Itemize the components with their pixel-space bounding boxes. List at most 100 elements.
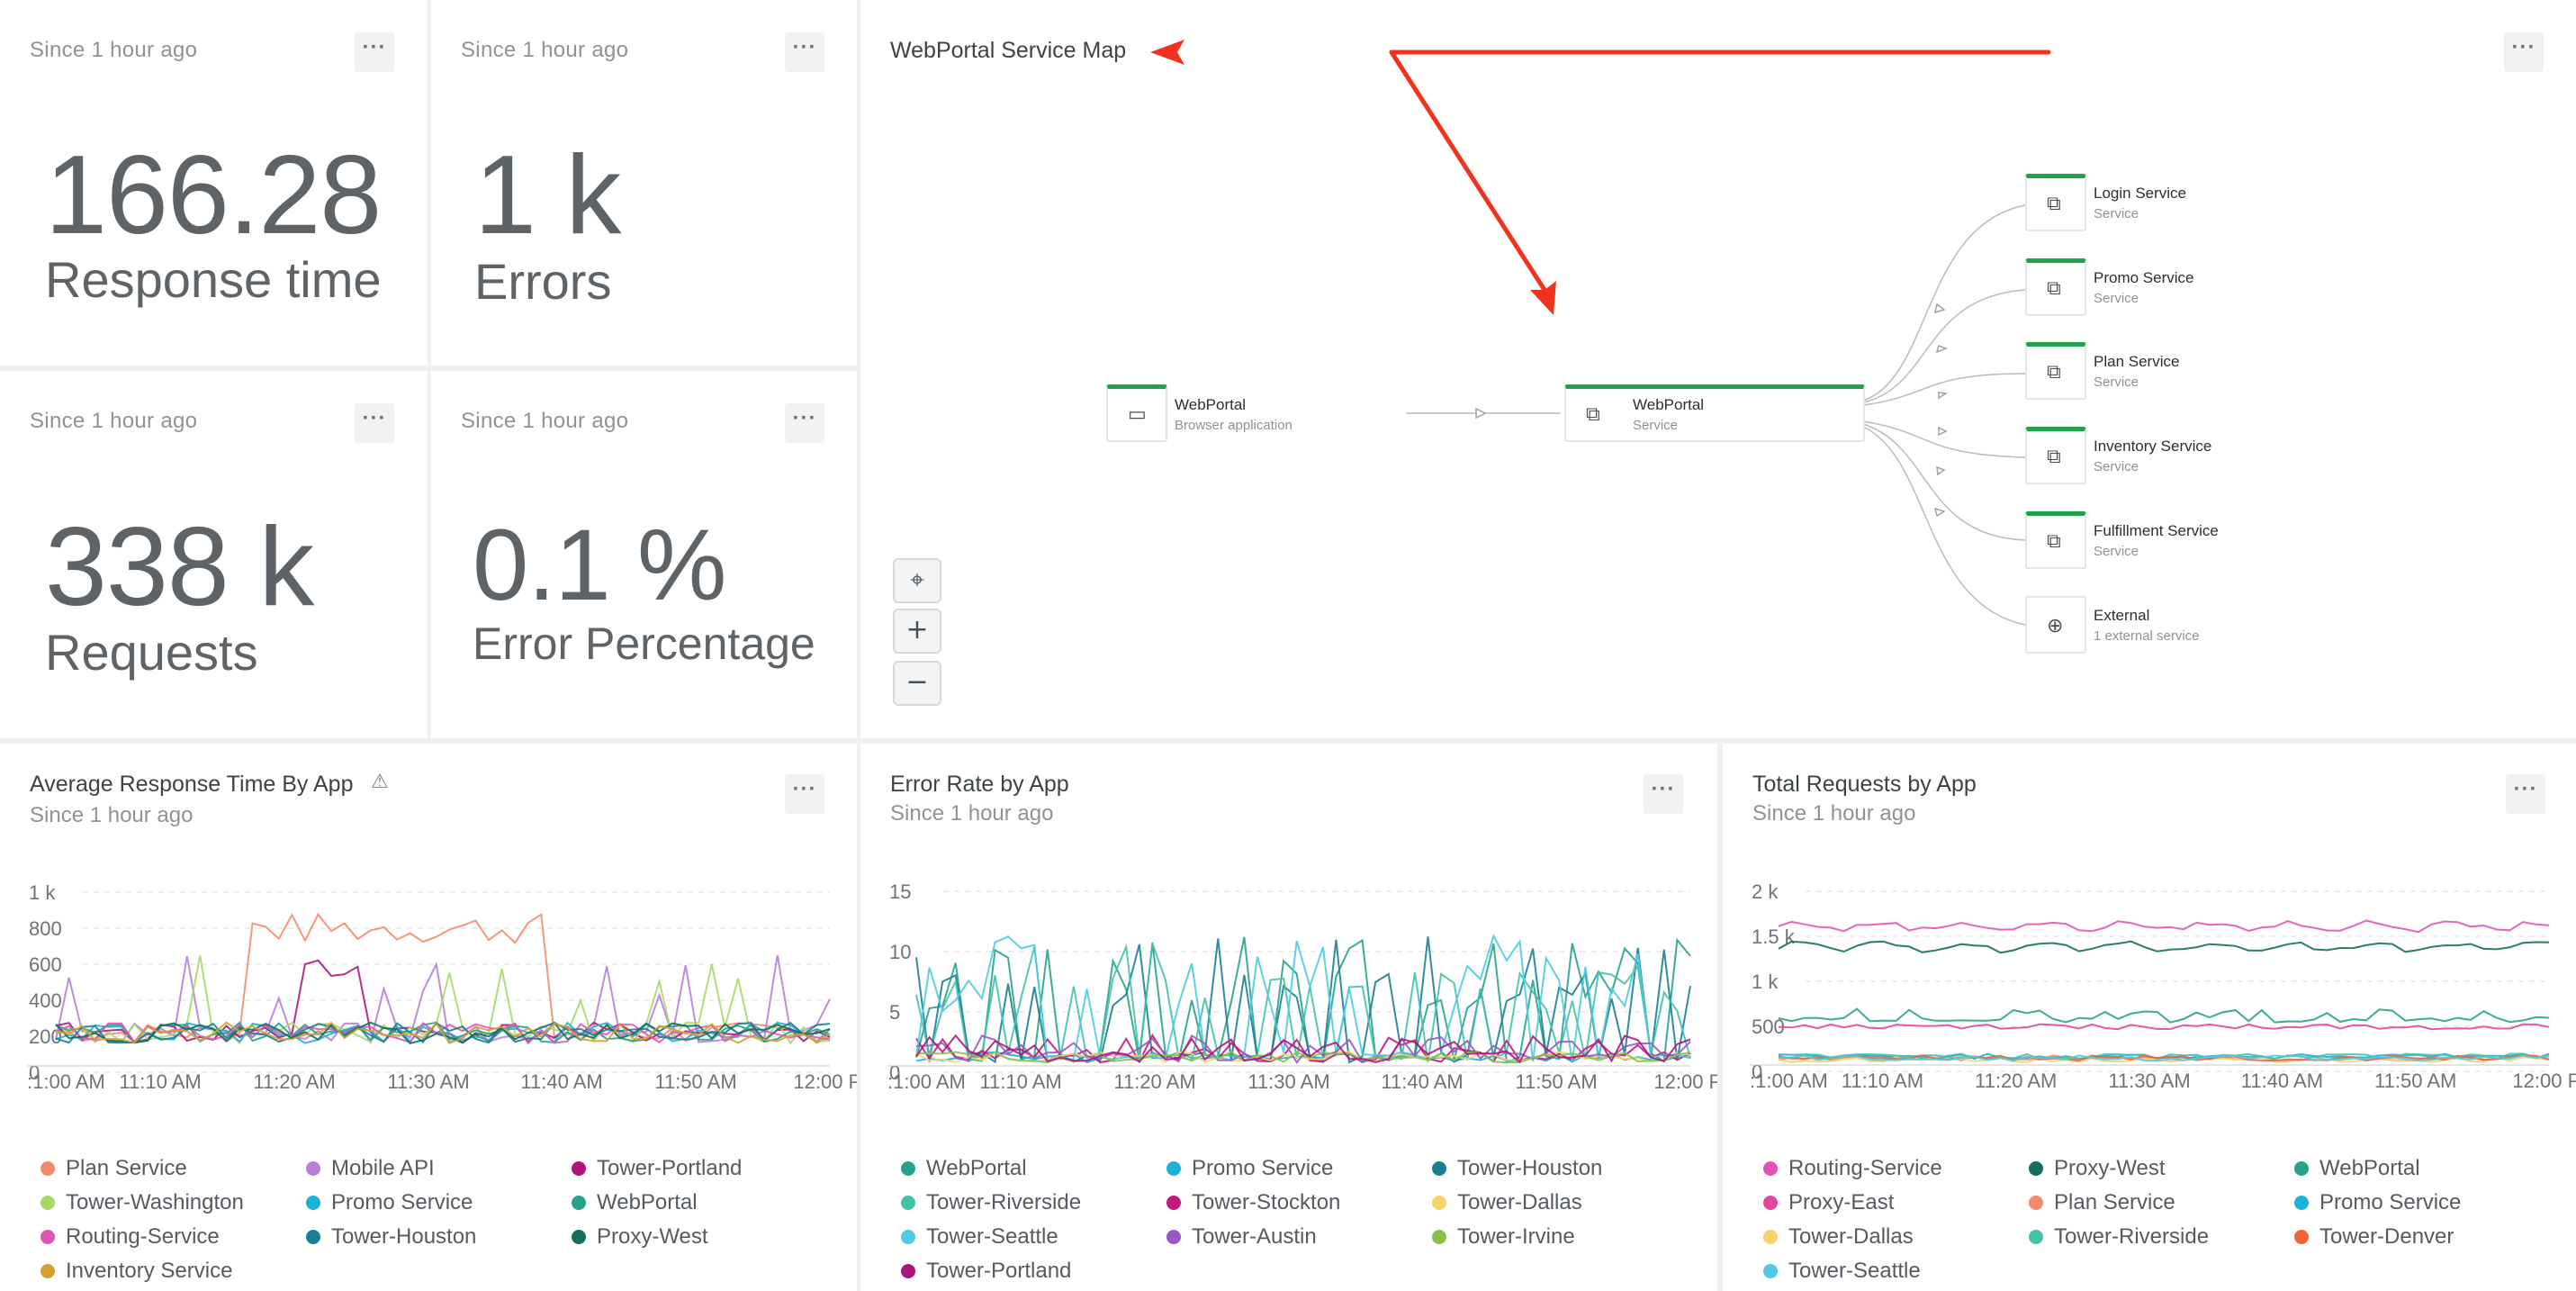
map-node-source-name: WebPortal <box>1175 396 1247 413</box>
legend-item[interactable]: Plan Service <box>41 1156 187 1181</box>
map-node-source[interactable]: ▭ <box>1106 384 1167 442</box>
legend-item[interactable]: Tower-Houston <box>306 1224 476 1250</box>
legend-item[interactable]: WebPortal <box>901 1156 1027 1181</box>
kpi-label: Response time <box>45 251 382 308</box>
legend-item[interactable]: Tower-Washington <box>41 1190 244 1215</box>
legend-label: Tower-Portland <box>926 1259 1072 1283</box>
more-menu-button[interactable]: ··· <box>785 774 824 814</box>
map-node-inventory[interactable]: ⧉ <box>2025 427 2086 484</box>
legend-label: Mobile API <box>331 1156 435 1180</box>
legend-item[interactable]: Promo Service <box>306 1190 473 1215</box>
since-label: Since 1 hour ago <box>30 38 198 62</box>
legend-item[interactable]: Tower-Seattle <box>1763 1259 1921 1284</box>
edge-arrow <box>1475 407 1487 420</box>
legend-item[interactable]: Tower-Riverside <box>901 1190 1081 1215</box>
more-menu-button[interactable]: ··· <box>2506 774 2545 814</box>
x-tick-label: 11:50 AM <box>1515 1070 1597 1091</box>
chart-subtitle: Since 1 hour ago <box>30 803 194 827</box>
map-node-type: Service <box>2094 375 2139 390</box>
x-tick-label: 11:30 AM <box>2108 1070 2190 1091</box>
warning-triangle-icon: ⚠ <box>371 771 389 793</box>
legend-label: Tower-Dallas <box>1788 1224 1914 1249</box>
more-menu-button[interactable]: ··· <box>1644 774 1683 814</box>
legend-item[interactable]: Routing-Service <box>41 1224 220 1250</box>
series-line <box>55 1021 831 1044</box>
kpi-panel-requests: Since 1 hour ago ··· 338 k Requests <box>0 371 428 738</box>
chart-subtitle: Since 1 hour ago <box>1752 801 1916 826</box>
edge-arrow <box>1935 345 1949 354</box>
map-node-login[interactable]: ⧉ <box>2025 174 2086 231</box>
legend-item[interactable]: Tower-Seattle <box>901 1224 1058 1250</box>
legend-item[interactable]: Tower-Irvine <box>1432 1224 1575 1250</box>
legend-label: Tower-Denver <box>2319 1224 2454 1249</box>
legend-swatch <box>1166 1161 1181 1176</box>
map-node-external[interactable]: ⊕ <box>2025 596 2086 654</box>
legend-swatch <box>41 1230 55 1244</box>
zoom-out-button[interactable]: − <box>893 661 941 706</box>
legend-swatch <box>572 1230 586 1244</box>
legend-item[interactable]: Tower-Stockton <box>1166 1190 1340 1215</box>
recenter-button[interactable]: ⌖ <box>893 558 941 603</box>
map-node-promo[interactable]: ⧉ <box>2025 258 2086 316</box>
series-line <box>55 954 831 1044</box>
x-tick-label: 11:40 AM <box>1381 1070 1463 1091</box>
y-tick-label: 1.5 k <box>1752 925 1796 948</box>
legend-item[interactable]: WebPortal <box>2294 1156 2420 1181</box>
x-tick-label: :1:00 AM <box>887 1070 966 1091</box>
legend-item[interactable]: Plan Service <box>2029 1190 2175 1215</box>
x-tick-label: :1:00 AM <box>27 1070 105 1091</box>
more-menu-button[interactable]: ··· <box>785 32 824 72</box>
legend-label: Tower-Seattle <box>1788 1259 1921 1283</box>
series-line <box>1778 1023 2550 1031</box>
legend-item[interactable]: Tower-Dallas <box>1432 1190 1582 1215</box>
edge-arrow <box>1933 507 1946 518</box>
legend-swatch <box>41 1196 55 1210</box>
kpi-panel-errors: Since 1 hour ago ··· 1 k Errors <box>431 0 857 366</box>
legend-item[interactable]: Proxy-West <box>572 1224 708 1250</box>
legend-item[interactable]: Tower-Portland <box>901 1259 1071 1284</box>
more-menu-button[interactable]: ··· <box>355 403 394 443</box>
legend-item[interactable]: Promo Service <box>2294 1190 2461 1215</box>
x-tick-label: 11:20 AM <box>253 1070 335 1091</box>
zoom-in-button[interactable]: + <box>893 609 941 654</box>
map-node-center[interactable]: ⧉ <box>1564 384 1865 442</box>
legend-item[interactable]: Proxy-East <box>1763 1190 1894 1215</box>
legend-item[interactable]: Routing-Service <box>1763 1156 1942 1181</box>
series-line <box>915 936 1691 1064</box>
service-icon: ⧉ <box>2047 193 2061 215</box>
kpi-value: 166.28 <box>45 133 382 257</box>
y-tick-label: 1 k <box>1752 971 1779 993</box>
legend-item[interactable]: Mobile API <box>306 1156 435 1181</box>
legend-item[interactable]: Tower-Dallas <box>1763 1224 1914 1250</box>
chart-title: Total Requests by App <box>1752 772 1977 797</box>
legend-item[interactable]: WebPortal <box>572 1190 698 1215</box>
legend-item[interactable]: Promo Service <box>1166 1156 1333 1181</box>
legend-item[interactable]: Proxy-West <box>2029 1156 2166 1181</box>
legend-item[interactable]: Tower-Denver <box>2294 1224 2454 1250</box>
y-tick-label: 0 <box>29 1061 40 1084</box>
x-tick-label: 12:00 P <box>2512 1070 2576 1091</box>
legend-item[interactable]: Tower-Portland <box>572 1156 742 1181</box>
more-menu-button[interactable]: ··· <box>2504 32 2544 72</box>
more-menu-button[interactable]: ··· <box>785 403 824 443</box>
series-line <box>1778 940 2550 954</box>
more-menu-button[interactable]: ··· <box>355 32 394 72</box>
map-node-fulfillment[interactable]: ⧉ <box>2025 511 2086 569</box>
legend-swatch <box>2029 1230 2043 1244</box>
legend-item[interactable]: Tower-Houston <box>1432 1156 1602 1181</box>
kpi-label: Errors <box>474 253 612 310</box>
map-node-plan[interactable]: ⧉ <box>2025 342 2086 400</box>
y-tick-label: 0 <box>1752 1061 1762 1083</box>
legend-swatch <box>572 1161 586 1176</box>
x-tick-label: 11:10 AM <box>119 1070 201 1091</box>
y-tick-label: 1 k <box>29 881 56 904</box>
legend-item[interactable]: Inventory Service <box>41 1259 232 1284</box>
legend-item[interactable]: Tower-Riverside <box>2029 1224 2209 1250</box>
x-tick-label: 11:30 AM <box>1247 1070 1329 1091</box>
legend-swatch <box>901 1264 915 1278</box>
legend-item[interactable]: Tower-Austin <box>1166 1224 1317 1250</box>
legend-swatch <box>901 1196 915 1210</box>
legend-label: WebPortal <box>2319 1156 2420 1180</box>
legend-label: Tower-Stockton <box>1192 1190 1341 1214</box>
